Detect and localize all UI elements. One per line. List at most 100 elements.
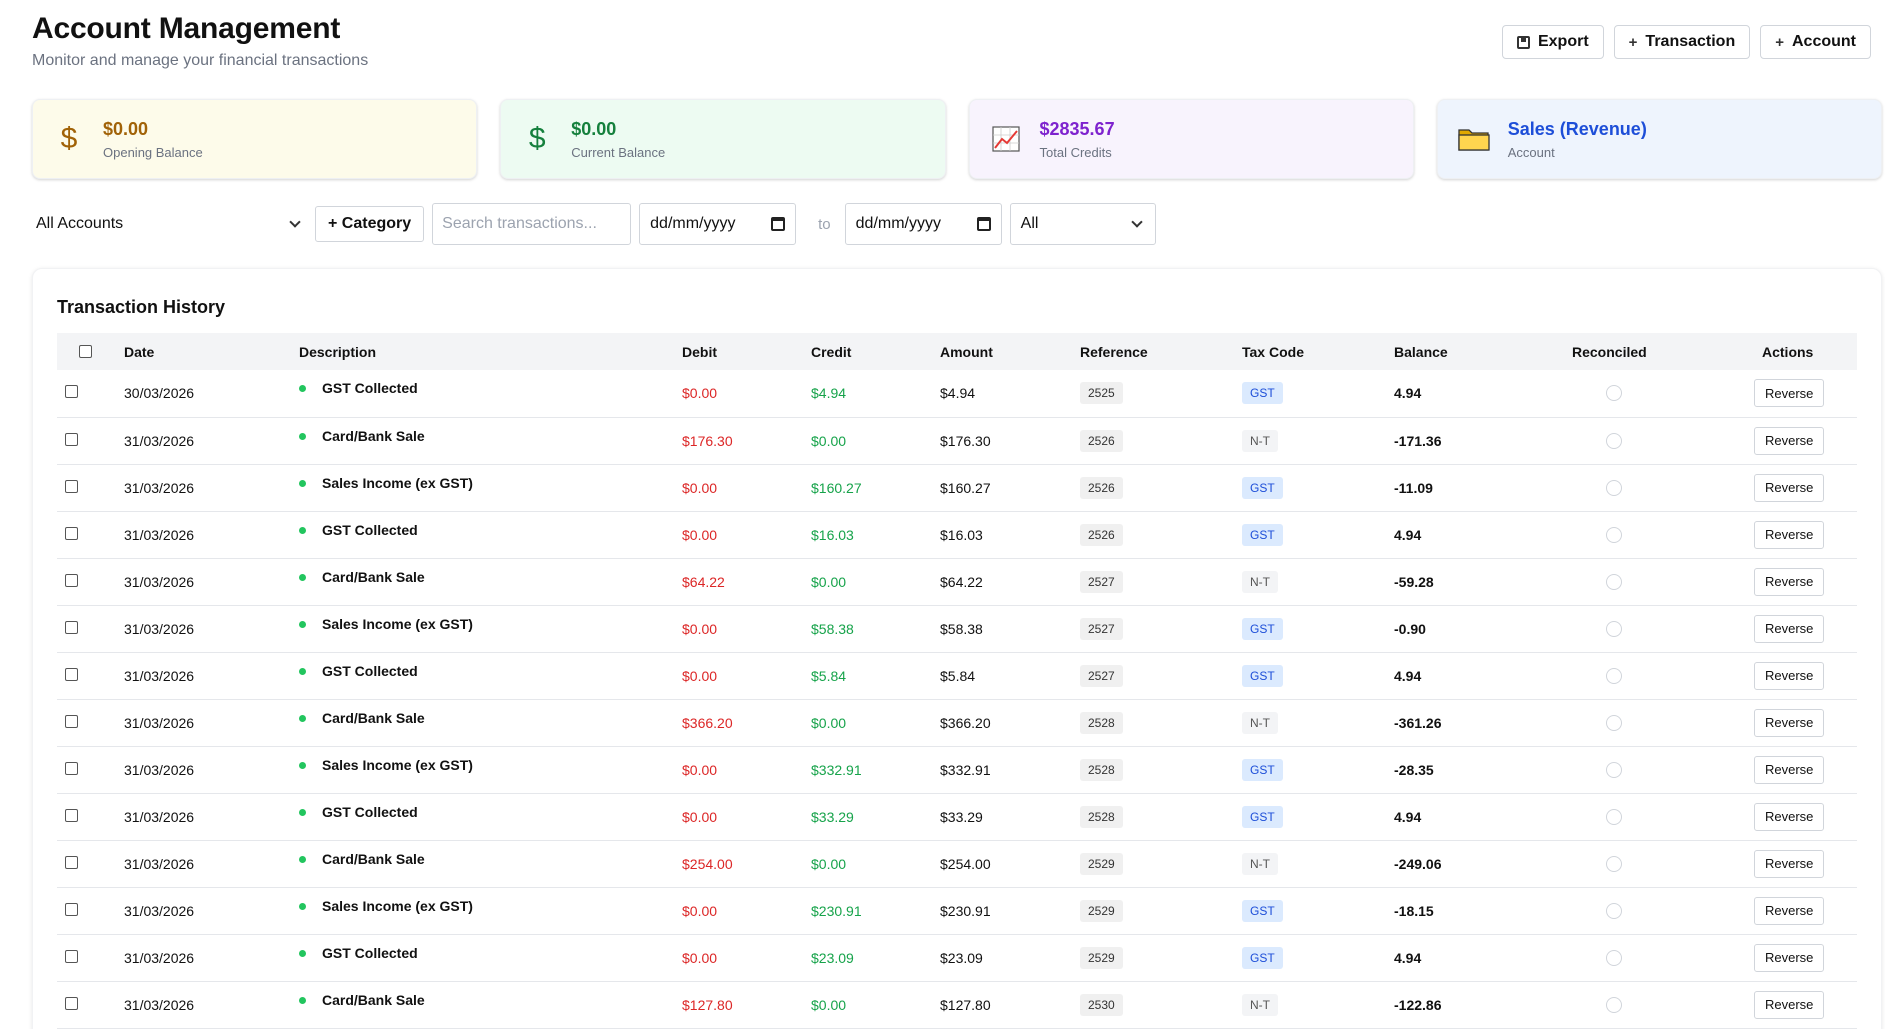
reconciled-toggle[interactable]: [1606, 479, 1622, 496]
reverse-button[interactable]: Reverse: [1754, 614, 1825, 643]
column-header-amount[interactable]: Amount: [940, 343, 993, 360]
chevron-down-icon: [1130, 216, 1143, 228]
column-header-date[interactable]: Date: [124, 343, 155, 360]
reconciled-toggle[interactable]: [1606, 996, 1622, 1013]
reference-badge: 2526: [1080, 429, 1123, 452]
reconciled-toggle[interactable]: [1606, 620, 1622, 637]
row-description: Sales Income (ex GST): [322, 897, 473, 914]
row-checkbox[interactable]: [65, 714, 78, 728]
row-checkbox[interactable]: [65, 855, 78, 869]
date-to-input[interactable]: dd/mm/yyyy: [844, 203, 1002, 245]
column-header-tax-code[interactable]: Tax Code: [1242, 343, 1304, 360]
account-card: Sales (Revenue) Account: [1436, 99, 1882, 179]
reverse-button[interactable]: Reverse: [1754, 426, 1825, 455]
column-header-description[interactable]: Description: [299, 343, 377, 360]
calendar-icon[interactable]: [771, 217, 786, 231]
reverse-button[interactable]: Reverse: [1754, 849, 1825, 878]
add-account-button[interactable]: + Account: [1760, 25, 1871, 59]
reconciled-toggle[interactable]: [1606, 714, 1622, 731]
tax-code-badge: GST: [1242, 805, 1283, 828]
tax-code-badge: N-T: [1242, 570, 1278, 593]
column-header-reconciled[interactable]: Reconciled: [1572, 343, 1647, 360]
row-date: 31/03/2026: [124, 981, 299, 1029]
reconciled-toggle[interactable]: [1606, 855, 1622, 872]
row-checkbox[interactable]: [65, 479, 78, 493]
row-tax-cell: GST: [1242, 464, 1394, 512]
reconciled-toggle[interactable]: [1606, 667, 1622, 684]
row-description-cell: GST Collected: [299, 934, 682, 982]
row-checkbox[interactable]: [65, 526, 78, 540]
column-header-actions: Actions: [1762, 343, 1814, 360]
export-button[interactable]: Export: [1501, 25, 1604, 59]
row-checkbox[interactable]: [65, 667, 78, 681]
select-all-checkbox[interactable]: [79, 344, 92, 358]
reconciled-toggle[interactable]: [1606, 761, 1622, 778]
row-checkbox[interactable]: [65, 996, 78, 1010]
row-amount: $230.91: [940, 887, 1080, 935]
chart-increasing-icon: [986, 119, 1026, 159]
row-debit: $64.22: [682, 558, 811, 606]
account-select[interactable]: All Accounts: [32, 204, 307, 244]
page-subtitle: Monitor and manage your financial transa…: [32, 52, 369, 69]
reconciled-toggle[interactable]: [1606, 526, 1622, 543]
account-select-value: All Accounts: [36, 215, 124, 232]
row-checkbox[interactable]: [65, 620, 78, 634]
row-amount: $16.03: [940, 511, 1080, 559]
status-select[interactable]: All: [1009, 203, 1156, 245]
tax-code-badge: GST: [1242, 523, 1283, 546]
row-balance: -0.90: [1394, 605, 1572, 653]
status-dot-icon: [299, 902, 306, 910]
column-header-reference[interactable]: Reference: [1080, 343, 1148, 360]
add-category-button[interactable]: + Category: [315, 206, 425, 242]
search-input[interactable]: [432, 203, 632, 245]
row-debit: $0.00: [682, 887, 811, 935]
reconciled-toggle[interactable]: [1606, 808, 1622, 825]
reconciled-toggle[interactable]: [1606, 432, 1622, 449]
date-from-input[interactable]: dd/mm/yyyy: [639, 203, 797, 245]
reconciled-toggle[interactable]: [1606, 949, 1622, 966]
column-header-credit[interactable]: Credit: [811, 343, 852, 360]
row-balance: -171.36: [1394, 417, 1572, 465]
row-checkbox[interactable]: [65, 761, 78, 775]
calendar-icon[interactable]: [976, 217, 991, 231]
row-date: 31/03/2026: [124, 511, 299, 559]
row-checkbox[interactable]: [65, 432, 78, 446]
row-checkbox[interactable]: [65, 902, 78, 916]
row-amount: $160.27: [940, 464, 1080, 512]
reverse-button[interactable]: Reverse: [1754, 990, 1825, 1019]
status-dot-icon: [299, 526, 306, 534]
reconciled-toggle[interactable]: [1606, 385, 1622, 402]
reverse-button[interactable]: Reverse: [1754, 755, 1825, 784]
row-tax-cell: N-T: [1242, 699, 1394, 747]
reverse-button[interactable]: Reverse: [1754, 520, 1825, 549]
row-debit: $0.00: [682, 605, 811, 653]
reverse-button[interactable]: Reverse: [1754, 567, 1825, 596]
reverse-button[interactable]: Reverse: [1754, 473, 1825, 502]
tax-code-badge: N-T: [1242, 711, 1278, 734]
reverse-button[interactable]: Reverse: [1754, 708, 1825, 737]
reconciled-toggle[interactable]: [1606, 902, 1622, 919]
column-header-balance[interactable]: Balance: [1394, 343, 1448, 360]
row-credit: $0.00: [811, 417, 940, 465]
row-checkbox[interactable]: [65, 949, 78, 963]
reconciled-toggle[interactable]: [1606, 573, 1622, 590]
add-transaction-button[interactable]: + Transaction: [1613, 25, 1751, 59]
reverse-button[interactable]: Reverse: [1754, 896, 1825, 925]
row-description-cell: Card/Bank Sale: [299, 840, 682, 888]
row-checkbox[interactable]: [65, 573, 78, 587]
row-description: GST Collected: [322, 380, 418, 397]
reverse-button[interactable]: Reverse: [1754, 661, 1825, 690]
row-checkbox[interactable]: [65, 808, 78, 822]
account-card-label: Account: [1507, 144, 1555, 160]
reverse-button[interactable]: Reverse: [1754, 802, 1825, 831]
row-actions-cell: Reverse: [1754, 511, 1857, 559]
row-description: Card/Bank Sale: [322, 709, 425, 726]
row-checkbox[interactable]: [65, 385, 78, 399]
reverse-button[interactable]: Reverse: [1754, 943, 1825, 972]
column-header-debit[interactable]: Debit: [682, 343, 717, 360]
status-dot-icon: [299, 667, 306, 675]
row-credit: $0.00: [811, 981, 940, 1029]
reverse-button[interactable]: Reverse: [1754, 379, 1825, 408]
table-row: 31/03/2026 Sales Income (ex GST) $0.00 $332…: [57, 746, 1857, 794]
row-select-cell: [57, 417, 124, 465]
